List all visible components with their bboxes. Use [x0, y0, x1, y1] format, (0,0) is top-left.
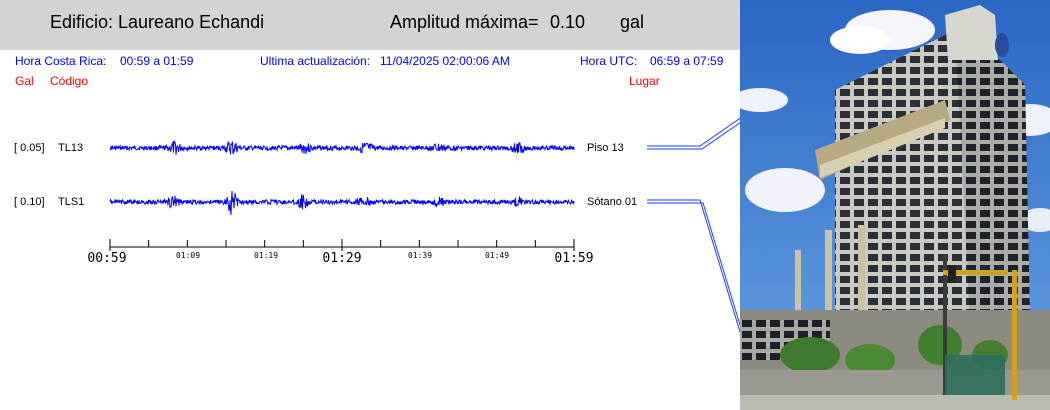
connector-tls1: [647, 199, 740, 334]
utc-time-label: Hora UTC:: [580, 54, 638, 68]
connector-tl13: [647, 117, 740, 147]
code-column-header: Código: [50, 74, 89, 88]
tick-label-0059: 00:59: [87, 251, 126, 266]
place-column-header: Lugar: [629, 74, 660, 88]
channel-code-tls1: TLS1: [58, 196, 85, 208]
gal-column-header: Gal: [15, 74, 34, 88]
last-update-label: Ultima actualización:: [260, 54, 371, 68]
channel-gal-tls1: [ 0.10]: [14, 196, 45, 208]
building-name: Edificio: Laureano Echandi: [50, 12, 265, 32]
tick-label-0159: 01:59: [554, 251, 593, 266]
tick-label-0149: 01:49: [485, 251, 509, 260]
seismogram-area: 00:59 01:09 01:19 01:29 01:39 01:49 01:5…: [87, 117, 740, 334]
channel-code-tl13: TL13: [58, 142, 84, 154]
max-amplitude-unit: gal: [620, 12, 645, 32]
tick-label-0139: 01:39: [408, 251, 432, 260]
max-amplitude-value: 0.10: [550, 12, 586, 32]
channel-place-tls1: Sótano 01: [587, 196, 638, 208]
trace-tl13: [109, 140, 575, 155]
trace-tls1: [109, 190, 575, 215]
max-amplitude-label: Amplitud máxima=: [390, 12, 539, 32]
tick-label-0109: 01:09: [176, 251, 200, 260]
utc-time-range: 06:59 a 07:59: [650, 54, 724, 68]
cr-time-label: Hora Costa Rica:: [15, 54, 107, 68]
tick-label-0119: 01:19: [254, 251, 278, 260]
header-bar: [0, 0, 740, 50]
channel-gal-tl13: [ 0.05]: [14, 142, 45, 154]
last-update-value: 11/04/2025 02:00:06 AM: [380, 54, 510, 68]
building-photo: [740, 0, 1050, 410]
cr-time-range: 00:59 a 01:59: [120, 54, 194, 68]
tick-label-0129: 01:29: [322, 251, 361, 266]
channel-place-tl13: Piso 13: [587, 142, 624, 154]
